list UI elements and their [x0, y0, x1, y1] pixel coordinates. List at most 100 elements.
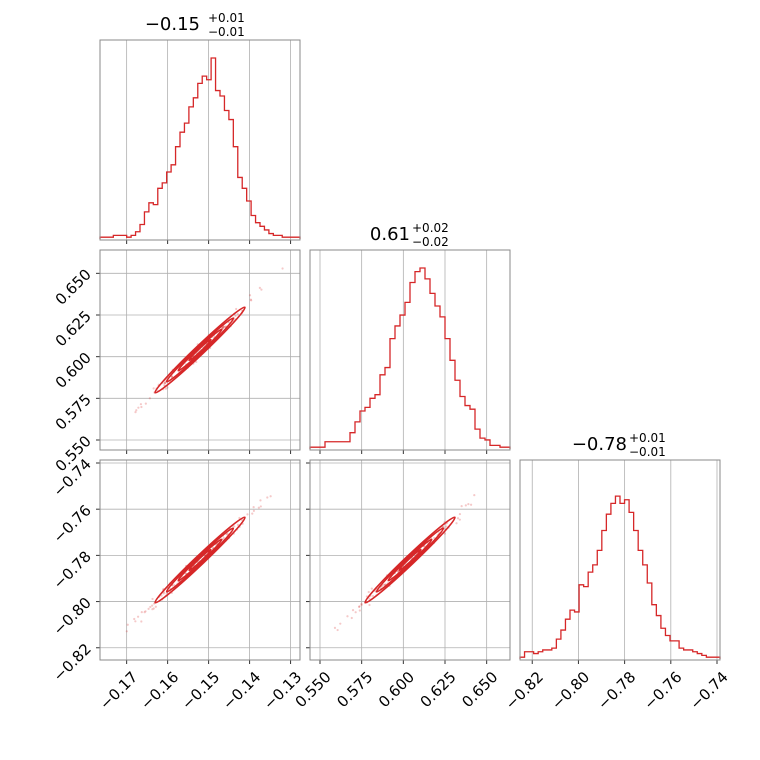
sample-point	[423, 545, 426, 548]
sample-point	[260, 288, 263, 291]
sample-point	[234, 314, 237, 317]
x-tick-label: 0.575	[333, 668, 376, 711]
sample-point	[225, 533, 229, 536]
panel-frame	[99, 249, 301, 451]
x-tick-label: −0.76	[640, 668, 685, 713]
sample-point	[233, 525, 236, 528]
density-contour	[154, 306, 246, 394]
sample-point	[358, 605, 361, 609]
sample-point	[469, 503, 473, 506]
x-tick-label: −0.16	[137, 668, 182, 713]
sample-point	[238, 516, 241, 520]
sample-point	[126, 623, 129, 626]
sample-point	[236, 312, 239, 316]
scatter-panel-2-3	[306, 459, 511, 664]
sample-point	[368, 603, 371, 607]
sample-point	[266, 496, 269, 499]
sample-point	[163, 381, 166, 385]
density-contour	[177, 328, 223, 372]
sample-point	[151, 608, 154, 611]
y-tick-label: 0.600	[52, 349, 95, 392]
x-tick-label: −0.17	[96, 668, 141, 713]
sample-point	[148, 397, 151, 400]
sample-point	[351, 609, 355, 612]
sample-point	[333, 626, 337, 629]
sample-point	[226, 532, 229, 535]
density-contour	[177, 538, 223, 582]
histogram-step-line	[99, 57, 301, 239]
y-tick-label: 0.650	[52, 265, 95, 308]
sample-point	[360, 603, 363, 606]
title-param-2-median: 0.61	[370, 224, 410, 245]
sample-point	[134, 620, 137, 623]
x-tick-label: 0.600	[375, 668, 418, 711]
histogram-step-line	[309, 267, 511, 449]
sample-point	[140, 611, 143, 614]
sample-point	[240, 518, 244, 522]
density-contour	[154, 516, 246, 604]
sample-point	[144, 402, 147, 405]
hist-panel-2	[309, 249, 511, 454]
sample-point	[134, 411, 137, 414]
title-param-2-minus: −0.02	[412, 235, 449, 249]
sample-point	[456, 517, 460, 520]
sample-point	[137, 406, 140, 409]
density-contour	[188, 548, 212, 572]
sample-point	[458, 518, 461, 521]
sample-point	[269, 495, 272, 498]
sample-point	[235, 307, 238, 311]
panel-frame	[99, 39, 301, 241]
title-param-1-plus: +0.01	[208, 11, 245, 25]
y-tick-label: 0.575	[52, 390, 95, 433]
sample-point	[133, 617, 136, 621]
x-tick-label: −0.74	[687, 668, 732, 713]
sample-point	[464, 504, 467, 507]
sample-point	[259, 505, 262, 508]
sample-point	[147, 607, 150, 610]
sample-point	[166, 386, 169, 389]
sample-point	[195, 360, 198, 364]
sample-point	[259, 499, 262, 502]
sample-point	[135, 409, 138, 412]
sample-point	[336, 628, 339, 632]
x-tick-label: −0.14	[219, 668, 264, 713]
sample-point	[346, 615, 349, 618]
x-tick-label: −0.80	[548, 668, 593, 713]
y-tick-label: 0.625	[52, 307, 95, 350]
panel-frame	[519, 459, 721, 661]
title-param-1-minus: −0.01	[208, 25, 245, 39]
y-tick-label: −0.82	[50, 640, 95, 685]
sample-point	[445, 525, 448, 528]
histogram-step-line	[519, 495, 721, 659]
sample-point	[252, 506, 255, 509]
density-contour	[165, 317, 235, 383]
sample-point	[467, 503, 470, 506]
density-contour	[188, 338, 212, 362]
sample-point	[443, 532, 446, 535]
sample-point	[164, 387, 168, 390]
sample-point	[223, 325, 226, 328]
density-contour	[398, 548, 422, 572]
y-tick-label: −0.76	[50, 501, 95, 546]
sample-point	[125, 630, 128, 633]
x-tick-label: −0.15	[178, 668, 223, 713]
sample-point	[473, 494, 476, 497]
title-param-3-plus: +0.01	[629, 431, 666, 445]
sample-point	[152, 387, 155, 390]
density-contour	[165, 527, 235, 593]
panel-frame	[309, 249, 511, 451]
sample-point	[246, 513, 249, 516]
title-param-1-median: −0.15	[145, 14, 200, 35]
sample-point	[367, 590, 370, 594]
panels: −0.17−0.16−0.15−0.14−0.130.5500.5750.600…	[50, 39, 732, 713]
y-tick-label: −0.80	[50, 594, 95, 639]
sample-point	[460, 505, 463, 508]
sample-point	[339, 622, 342, 625]
sample-point	[370, 587, 373, 590]
hist-panel-1	[99, 39, 301, 244]
scatter-panel-1-2	[96, 249, 301, 454]
title-param-1: −0.15 +0.01 −0.01	[145, 11, 245, 39]
x-tick-label: 0.650	[458, 668, 501, 711]
sample-point	[144, 610, 147, 613]
